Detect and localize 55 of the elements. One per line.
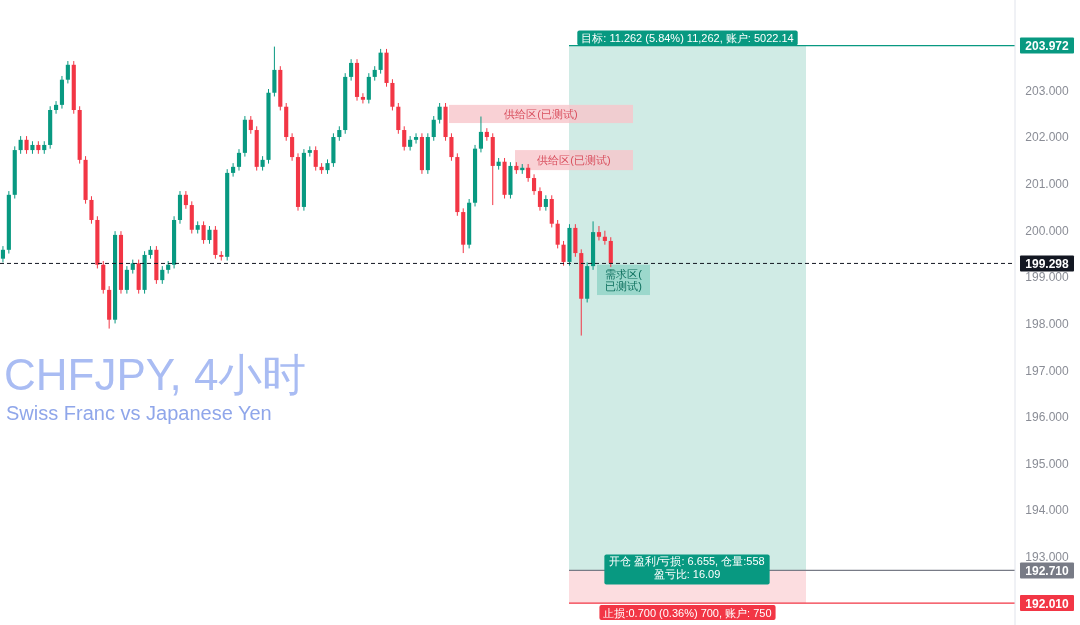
y-tick-label: 202.000 [1025, 130, 1070, 145]
candlestick [531, 173, 537, 196]
candlestick [561, 240, 566, 267]
y-tick-label: 194.000 [1025, 503, 1070, 518]
ref-line-label: 199.298 [1025, 256, 1070, 271]
candlestick [236, 148, 242, 172]
annotation: 开仓 盈利/亏损: 6.655, 仓量:558 [609, 555, 765, 568]
text: Swiss Franc vs Japanese Yen [6, 402, 272, 424]
candlestick [366, 72, 371, 104]
candlestick [201, 220, 206, 245]
y-tick-label: 198.000 [1025, 316, 1070, 331]
y-tick-label: 196.000 [1025, 410, 1070, 425]
ref-line-label: 192.710 [1025, 563, 1070, 578]
candlestick [596, 225, 602, 241]
y-tick-label: 200.000 [1025, 223, 1070, 238]
band-label: 需求区(已测试) [605, 267, 643, 292]
candlestick [349, 58, 354, 82]
y-tick-label: 193.000 [1025, 549, 1070, 564]
candlestick [396, 102, 401, 135]
candlestick [290, 132, 295, 162]
candlestick [543, 194, 548, 212]
candlestick [272, 46, 277, 97]
annotation: 盈亏比: 16.09 [653, 568, 721, 581]
candlestick [478, 116, 484, 153]
candlestick [65, 60, 70, 84]
candlestick [360, 92, 365, 104]
text: CHFJPY, 4小时 [4, 350, 307, 399]
candlestick [602, 230, 607, 246]
candlestick [313, 145, 318, 172]
ref-line-label: 192.010 [1025, 596, 1070, 611]
y-tick-label: 195.000 [1025, 456, 1070, 471]
candlestick [537, 186, 543, 212]
candlestick [413, 132, 419, 145]
candlestick [231, 162, 236, 178]
band-label: 供给区(已测试) [504, 107, 578, 120]
candlestick [54, 100, 59, 115]
candlestick [408, 135, 413, 152]
y-tick-label: 203.000 [1025, 83, 1070, 98]
y-tick-label: 197.000 [1025, 363, 1070, 378]
candlestick [378, 48, 383, 75]
ref-line-label: 203.972 [1025, 39, 1070, 54]
candlestick [402, 125, 407, 152]
candlestick [89, 195, 94, 225]
candlestick [437, 102, 442, 125]
candlestick [390, 78, 395, 111]
candlestick [608, 236, 613, 268]
band-label: 止损:0.700 (0.36%) 700, 账户: 750 [603, 606, 772, 619]
candlestick [449, 132, 454, 162]
candlestick [555, 219, 560, 249]
y-tick-label: 199.000 [1025, 270, 1070, 285]
candlestick [431, 115, 436, 142]
candlestick [124, 265, 129, 295]
y-tick-label: 201.000 [1025, 177, 1070, 192]
band-label: 目标: 11.262 (5.84%) 11,262, 账户: 5022.14 [581, 32, 794, 45]
band-label: 供给区(已测试) [537, 154, 611, 167]
